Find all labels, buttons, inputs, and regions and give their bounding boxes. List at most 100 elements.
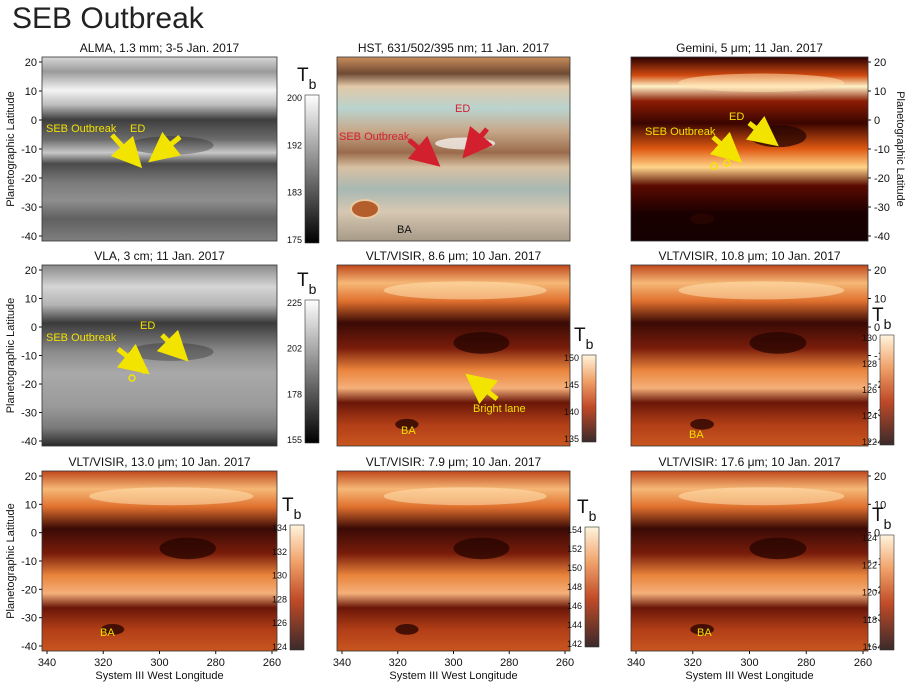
colorbar-tick-label: 132 bbox=[272, 547, 287, 557]
x-tick-label: 320 bbox=[389, 657, 407, 669]
colorbar-tick-label: 202 bbox=[287, 344, 302, 354]
annotation-label: Bright lane bbox=[473, 403, 526, 415]
colorbar-tick-label: 122 bbox=[862, 437, 877, 447]
dark-feature bbox=[749, 331, 807, 354]
y-tick-label: -10 bbox=[21, 556, 37, 568]
annotation-arrow bbox=[465, 373, 499, 405]
y-tick-label: 10 bbox=[25, 294, 37, 306]
y-tick-label: -20 bbox=[21, 173, 37, 185]
annotation-label: BA bbox=[689, 429, 704, 441]
colorbar-tick-label: 124 bbox=[272, 642, 287, 652]
annotation-label: BA bbox=[100, 627, 115, 639]
y-tick-label: -30 bbox=[21, 202, 37, 214]
y-tick-label: 10 bbox=[874, 294, 886, 306]
panel-title: VLT/VISIR, 10.8 μm; 10 Jan. 2017 bbox=[658, 249, 840, 263]
colorbar-tick-label: 128 bbox=[272, 594, 287, 604]
y-tick-label: 0 bbox=[874, 528, 880, 540]
annotation-label: ED bbox=[140, 320, 155, 332]
annotation-label: ED bbox=[729, 111, 744, 123]
x-axis-title: System III West Longitude bbox=[389, 670, 517, 682]
bright-band bbox=[383, 487, 547, 506]
y-axis-title: Planetographic Latitude bbox=[5, 298, 17, 414]
colorbar-tick-label: 124 bbox=[862, 533, 877, 543]
x-tick-label: 260 bbox=[854, 657, 872, 669]
ba-spot bbox=[395, 624, 419, 635]
x-tick-label: 260 bbox=[556, 657, 574, 669]
colorbar-tick-label: 150 bbox=[567, 563, 582, 573]
y-tick-label: 20 bbox=[874, 471, 886, 483]
figure-title: SEB Outbreak bbox=[12, 2, 205, 35]
colorbar-label: Tb bbox=[577, 497, 597, 524]
y-tick-label: -30 bbox=[21, 613, 37, 625]
x-tick-label: 320 bbox=[94, 657, 112, 669]
panel-title: ALMA, 1.3 mm; 3-5 Jan. 2017 bbox=[80, 41, 240, 55]
colorbar bbox=[289, 524, 305, 651]
y-tick-label: -40 bbox=[21, 231, 37, 243]
colorbar-tick-label: 124 bbox=[862, 411, 877, 421]
x-tick-label: 320 bbox=[684, 657, 702, 669]
y-axis-title: Planetographic Latitude bbox=[5, 503, 17, 619]
y-tick-label: 10 bbox=[25, 86, 37, 98]
panel-hst: HST, 631/502/395 nm; 11 Jan. 2017 SEB Out… bbox=[336, 41, 571, 242]
y-tick-label: -40 bbox=[874, 231, 890, 243]
y-tick-label: -40 bbox=[21, 436, 37, 448]
annotation-arrow bbox=[110, 133, 143, 169]
panel-title: VLT/VISIR, 13.0 μm; 10 Jan. 2017 bbox=[68, 455, 250, 469]
colorbar bbox=[581, 354, 597, 443]
ba-spot bbox=[350, 199, 380, 219]
colorbar-label-subscript: b bbox=[586, 336, 594, 352]
colorbar-tick-label: 140 bbox=[564, 407, 579, 417]
dark-feature bbox=[159, 537, 216, 560]
panel-title: VLT/VISIR: 17.6 μm; 10 Jan. 2017 bbox=[658, 455, 840, 469]
y-tick-label: -10 bbox=[21, 144, 37, 156]
colorbar-tick-label: 155 bbox=[287, 435, 302, 445]
panel-title: VLT/VISIR: 7.9 μm; 10 Jan. 2017 bbox=[366, 455, 542, 469]
panels-layer: ALMA, 1.3 mm; 3-5 Jan. 2017 20 10 0 -10 -20 -3… bbox=[5, 41, 906, 682]
x-tick-label: 340 bbox=[38, 657, 56, 669]
annotation-arrow bbox=[116, 343, 150, 375]
x-tick-label: 280 bbox=[207, 657, 225, 669]
y-tick-label: -30 bbox=[21, 408, 37, 420]
annotation-arrow bbox=[156, 329, 189, 362]
bright-band bbox=[678, 73, 845, 92]
panel-vla: VLA, 3 cm; 11 Jan. 2017 20 10 0 -10 -20 -30 -40… bbox=[5, 249, 320, 448]
colorbar-label: Tb bbox=[297, 270, 317, 297]
x-tick-label: 300 bbox=[740, 657, 758, 669]
annotation-arrow bbox=[745, 115, 779, 147]
colorbar-tick-label: 150 bbox=[564, 353, 579, 363]
panel-visir176: VLT/VISIR: 17.6 μm; 10 Jan. 201720100-10… bbox=[627, 455, 895, 682]
panel-title: VLA, 3 cm; 11 Jan. 2017 bbox=[94, 249, 225, 263]
y-tick-label: 0 bbox=[874, 115, 880, 127]
x-tick-label: 340 bbox=[333, 657, 351, 669]
annotation-label: BA bbox=[697, 627, 712, 639]
bright-band bbox=[89, 487, 254, 506]
y-tick-label: 0 bbox=[31, 115, 37, 127]
colorbar-tick-label: 146 bbox=[567, 601, 582, 611]
dark-feature bbox=[453, 537, 510, 560]
colorbar-tick-label: 116 bbox=[863, 642, 877, 652]
colorbar bbox=[304, 299, 320, 444]
annotation-label: SEB Outbreak bbox=[339, 131, 410, 143]
colorbar-tick-label: 128 bbox=[862, 359, 877, 369]
panel-alma: ALMA, 1.3 mm; 3-5 Jan. 2017 20 10 0 -10 -20 -3… bbox=[5, 41, 320, 245]
bright-band bbox=[383, 281, 547, 300]
dark-feature bbox=[453, 331, 510, 354]
colorbar-tick-label: 145 bbox=[564, 380, 579, 390]
colorbar-tick-label: 148 bbox=[567, 582, 582, 592]
x-axis-title: System III West Longitude bbox=[95, 670, 223, 682]
y-tick-label: -20 bbox=[874, 173, 890, 185]
colorbar-label-subscript: b bbox=[309, 76, 317, 92]
annotation-arrow bbox=[407, 135, 441, 167]
colorbar-tick-label: 135 bbox=[564, 434, 579, 444]
y-tick-label: 0 bbox=[874, 322, 880, 334]
panel-title: VLT/VISIR, 8.6 μm; 10 Jan. 2017 bbox=[366, 249, 542, 263]
colorbar-label-subscript: b bbox=[884, 516, 892, 532]
dark-feature bbox=[749, 537, 807, 560]
vortex-marker bbox=[723, 159, 731, 167]
ba-spot bbox=[690, 624, 714, 635]
colorbar-label-subscript: b bbox=[309, 281, 317, 297]
colorbar-label: Tb bbox=[574, 325, 594, 352]
y-axis-title: Planetographic Latitude bbox=[5, 91, 17, 207]
x-tick-label: 260 bbox=[263, 657, 281, 669]
y-tick-label: -40 bbox=[21, 641, 37, 653]
